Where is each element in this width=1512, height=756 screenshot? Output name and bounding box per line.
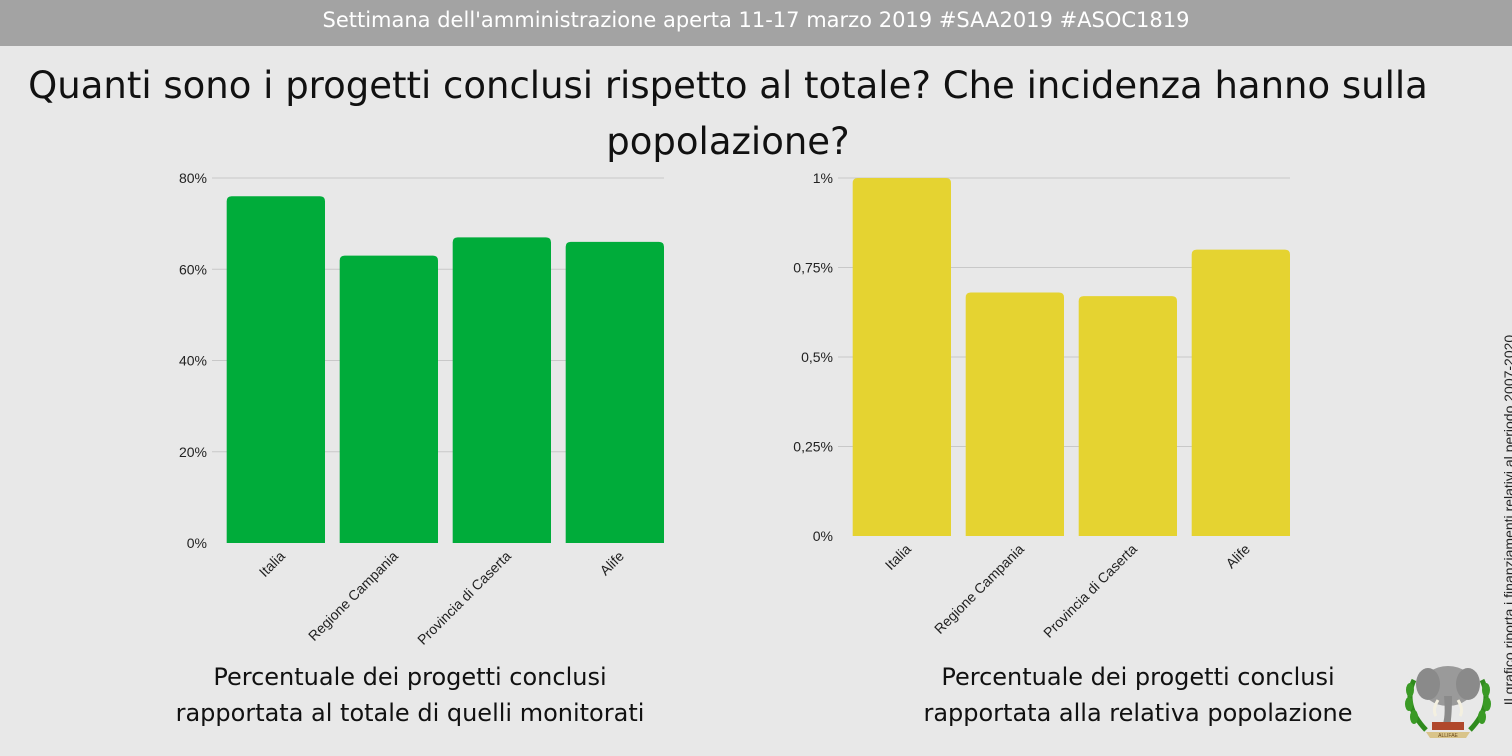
y-tick-label: 80%	[179, 170, 207, 186]
y-tick-label: 0,5%	[801, 349, 833, 365]
y-tick-label: 20%	[179, 444, 207, 460]
svg-text:ALLIFAE: ALLIFAE	[1438, 733, 1458, 739]
y-tick-label: 0%	[187, 535, 207, 551]
chart-right-caption: Percentuale dei progetti conclusi rappor…	[923, 663, 1353, 727]
elephant-crest-logo: ALLIFAE	[1405, 666, 1491, 739]
bar-provincia-di-caserta	[452, 237, 551, 543]
page-title: Quanti sono i progetti conclusi rispetto…	[28, 64, 1428, 163]
bar-alife	[1191, 249, 1290, 536]
x-category-label: Italia	[882, 541, 914, 573]
x-category-label: Alife	[1222, 541, 1253, 572]
x-category-label: Regione Campania	[931, 541, 1027, 637]
y-tick-label: 1%	[813, 170, 833, 186]
x-category-label: Provincia di Caserta	[1040, 541, 1140, 641]
period-side-note: Il grafico riporta i finanziamenti relat…	[1501, 334, 1512, 706]
chart-projects-completed-population: 0% 0,25% 0,5% 0,75% 1% Italia Regione Campania…	[793, 170, 1290, 641]
bar-italia	[852, 178, 951, 536]
y-tick-label: 40%	[179, 353, 207, 369]
chart-projects-completed-total: 0%20%40%60%80%Italia Regione Campania Prov…	[179, 170, 664, 648]
y-tick-label: 60%	[179, 261, 207, 277]
bar-regione-campania	[965, 292, 1064, 536]
header-banner: Settimana dell'amministrazione aperta 11…	[0, 0, 1512, 46]
bar-provincia-di-caserta	[1078, 296, 1177, 536]
y-tick-label: 0%	[813, 528, 833, 544]
chart-left-caption: Percentuale dei progetti conclusi rappor…	[175, 663, 645, 727]
bar-alife	[565, 241, 664, 543]
bar-italia	[226, 196, 325, 543]
y-tick-label: 0,25%	[793, 439, 833, 455]
y-tick-label: 0,75%	[793, 260, 833, 276]
bar-regione-campania	[339, 255, 438, 543]
